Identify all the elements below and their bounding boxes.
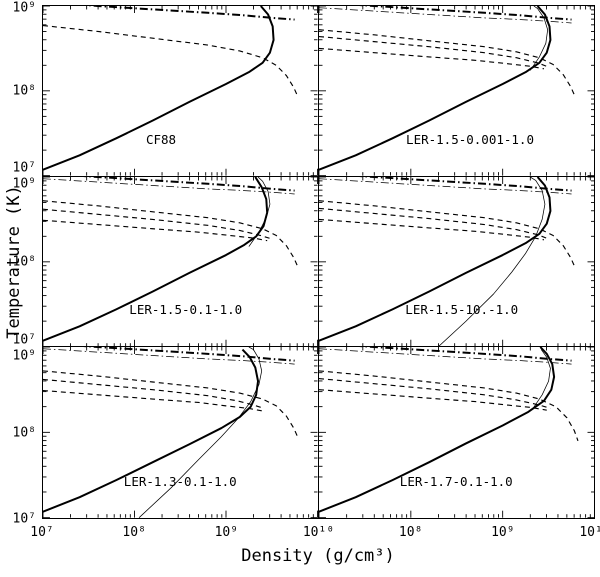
ignition-dashed-mid [318,378,551,410]
ignition-dashed-upper [318,199,576,268]
y-tick-label: 10⁸ [12,83,36,99]
panel-ler-1-5-0-1-1-0: LER-1.5-0.1-1.0 [43,176,319,348]
panel-plot [43,6,318,176]
x-tick-labels: 10⁷ 10⁸ 10⁹ 10¹⁰ 10⁸ 10⁹ 10¹⁰ [30,523,600,543]
panel-label: LER-1.5-10.-1.0 [405,302,519,318]
evolution-track [43,176,269,342]
burning-rate-dashdot-thin [318,177,572,194]
ignition-dashed-mid [43,208,272,240]
panel-label: LER-1.3-0.1-1.0 [123,474,237,489]
panel-plot [318,347,594,518]
x-axis-title: Density (g/cm³) [241,546,395,566]
evolution-track [43,6,275,171]
burning-rate-dashdot-thin [43,348,295,365]
evolution-track-thin [138,347,263,518]
evolution-track-thin [532,349,551,409]
evolution-track [43,349,260,513]
burning-rate-dashdot [83,176,295,192]
x-tick-label: 10⁸ [398,525,423,540]
y-tick-label: 10⁷ [12,511,36,527]
panel-label: LER-1.5-0.1-1.0 [129,302,243,318]
x-tick-label: 10¹⁰ [579,525,600,540]
y-tick-label: 10⁹ [12,0,36,16]
y-tick-label: 10⁸ [12,425,36,441]
panel-plot [318,176,594,347]
panel-cf88: CF88 [43,6,319,177]
panel-ler-1-3-0-1-1-0: LER-1.3-0.1-1.0 [43,347,319,518]
evolution-track [318,176,551,342]
panel-label: LER-1.7-0.1-1.0 [399,474,513,489]
panel-grid: CF88 LER-1.5-0.001-1.0 LER-1.5-0.1-1.0 LER-… [42,5,595,519]
panel-ler-1-7-0-1-1-0: LER-1.7-0.1-1.0 [318,347,594,518]
burning-rate-dashdot [358,347,572,362]
ignition-dashed-upper [318,370,579,442]
ignition-dashed-upper [318,29,576,98]
x-tick-label: 10⁹ [214,525,239,540]
y-tick-label: 10⁹ [12,348,36,364]
burning-rate-dashdot [83,347,295,362]
panel-plot [318,6,594,176]
y-tick-label: 10⁷ [12,160,36,176]
ignition-dashed [43,24,299,98]
burning-rate-dashdot-thin [318,348,572,365]
burning-rate-dashdot [86,6,295,21]
y-tick-label: 10⁹ [12,176,36,192]
x-tick-label: 10⁸ [122,525,146,540]
x-tick-label: 10⁹ [491,525,515,540]
burning-rate-dashdot [358,6,572,21]
ignition-dashed-lower [43,390,263,412]
evolution-track-thin [248,176,271,247]
ignition-dashed-lower [43,219,268,241]
ignition-dashed-lower [318,47,544,70]
panel-label: LER-1.5-0.001-1.0 [406,131,534,147]
panel-label: CF88 [145,131,177,147]
ignition-dashed-lower [318,218,544,240]
y-tick-labels: 10⁹ 10⁸ 10⁷ 10⁹ 10⁸ 10⁷ 10⁹ 10⁸ 10⁷ [0,1,38,527]
y-tick-label: 10⁷ [12,332,36,348]
panel-plot [43,347,318,518]
ignition-dashed-mid [318,35,549,68]
panel-ler-1-5-10-1-0: LER-1.5-10.-1.0 [318,176,594,348]
ignition-dashed-mid [318,207,549,240]
ignition-dashed-mid [43,379,265,410]
panel-ler-1-5-0-001-1-0: LER-1.5-0.001-1.0 [318,6,594,177]
ignition-dashed-upper [43,199,299,268]
evolution-track [318,6,551,171]
y-tick-label: 10⁸ [12,254,36,270]
evolution-track-thin [437,176,545,347]
evolution-track [318,347,555,513]
burning-rate-dashdot [358,176,572,192]
x-tick-label: 10¹⁰ [302,525,335,540]
evolution-track-thin [529,6,548,71]
ignition-dashed-lower [318,389,547,412]
panel-plot [43,176,318,347]
ignition-dashed-upper [43,370,299,439]
burning-rate-dashdot-thin [318,7,572,24]
x-tick-label: 10⁷ [30,525,54,540]
